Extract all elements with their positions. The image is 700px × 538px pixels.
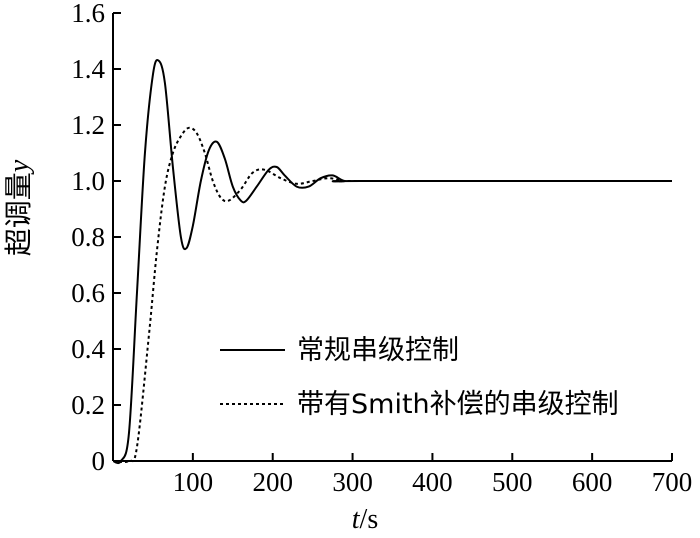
x-axis-title-var: t [352, 504, 361, 535]
y-tick-label: 0.2 [71, 390, 105, 420]
x-tick-label: 600 [572, 467, 613, 497]
legend-label-conventional: 常规串级控制 [297, 335, 459, 366]
y-tick-label: 0.6 [71, 278, 105, 308]
y-axis-title-var: y [4, 159, 35, 175]
y-tick-label: 0.4 [71, 334, 105, 364]
y-tick-label: 0 [92, 446, 106, 476]
y-tick-label: 1.4 [71, 54, 105, 84]
x-tick-label: 300 [332, 467, 373, 497]
x-tick-label: 400 [412, 467, 453, 497]
y-tick-label: 1.0 [71, 166, 105, 196]
legend: 常规串级控制 带有Smith补偿的串级控制 [220, 335, 619, 420]
x-tick-label: 700 [652, 467, 693, 497]
legend-label-smith: 带有Smith补偿的串级控制 [297, 389, 619, 420]
x-tick-label: 500 [492, 467, 533, 497]
series-line-smith [112, 126, 672, 464]
ticks: 0 0.2 0.4 0.6 0.8 1.0 1.2 1.4 1.6 100 200 300 400 500… [71, 0, 692, 497]
y-tick-label: 1.6 [71, 0, 105, 28]
y-axis-title: 超调量y [2, 159, 35, 256]
series-line-conventional [112, 59, 672, 465]
series-lines [112, 59, 672, 465]
y-tick-label: 0.8 [71, 222, 105, 252]
x-axis-title-unit: /s [360, 504, 379, 535]
y-axis-title-main: 超调量 [2, 172, 35, 256]
x-tick-label: 100 [173, 467, 214, 497]
x-axis-title: t/s [352, 504, 378, 535]
x-tick-label: 200 [252, 467, 293, 497]
y-tick-label: 1.2 [71, 110, 105, 140]
